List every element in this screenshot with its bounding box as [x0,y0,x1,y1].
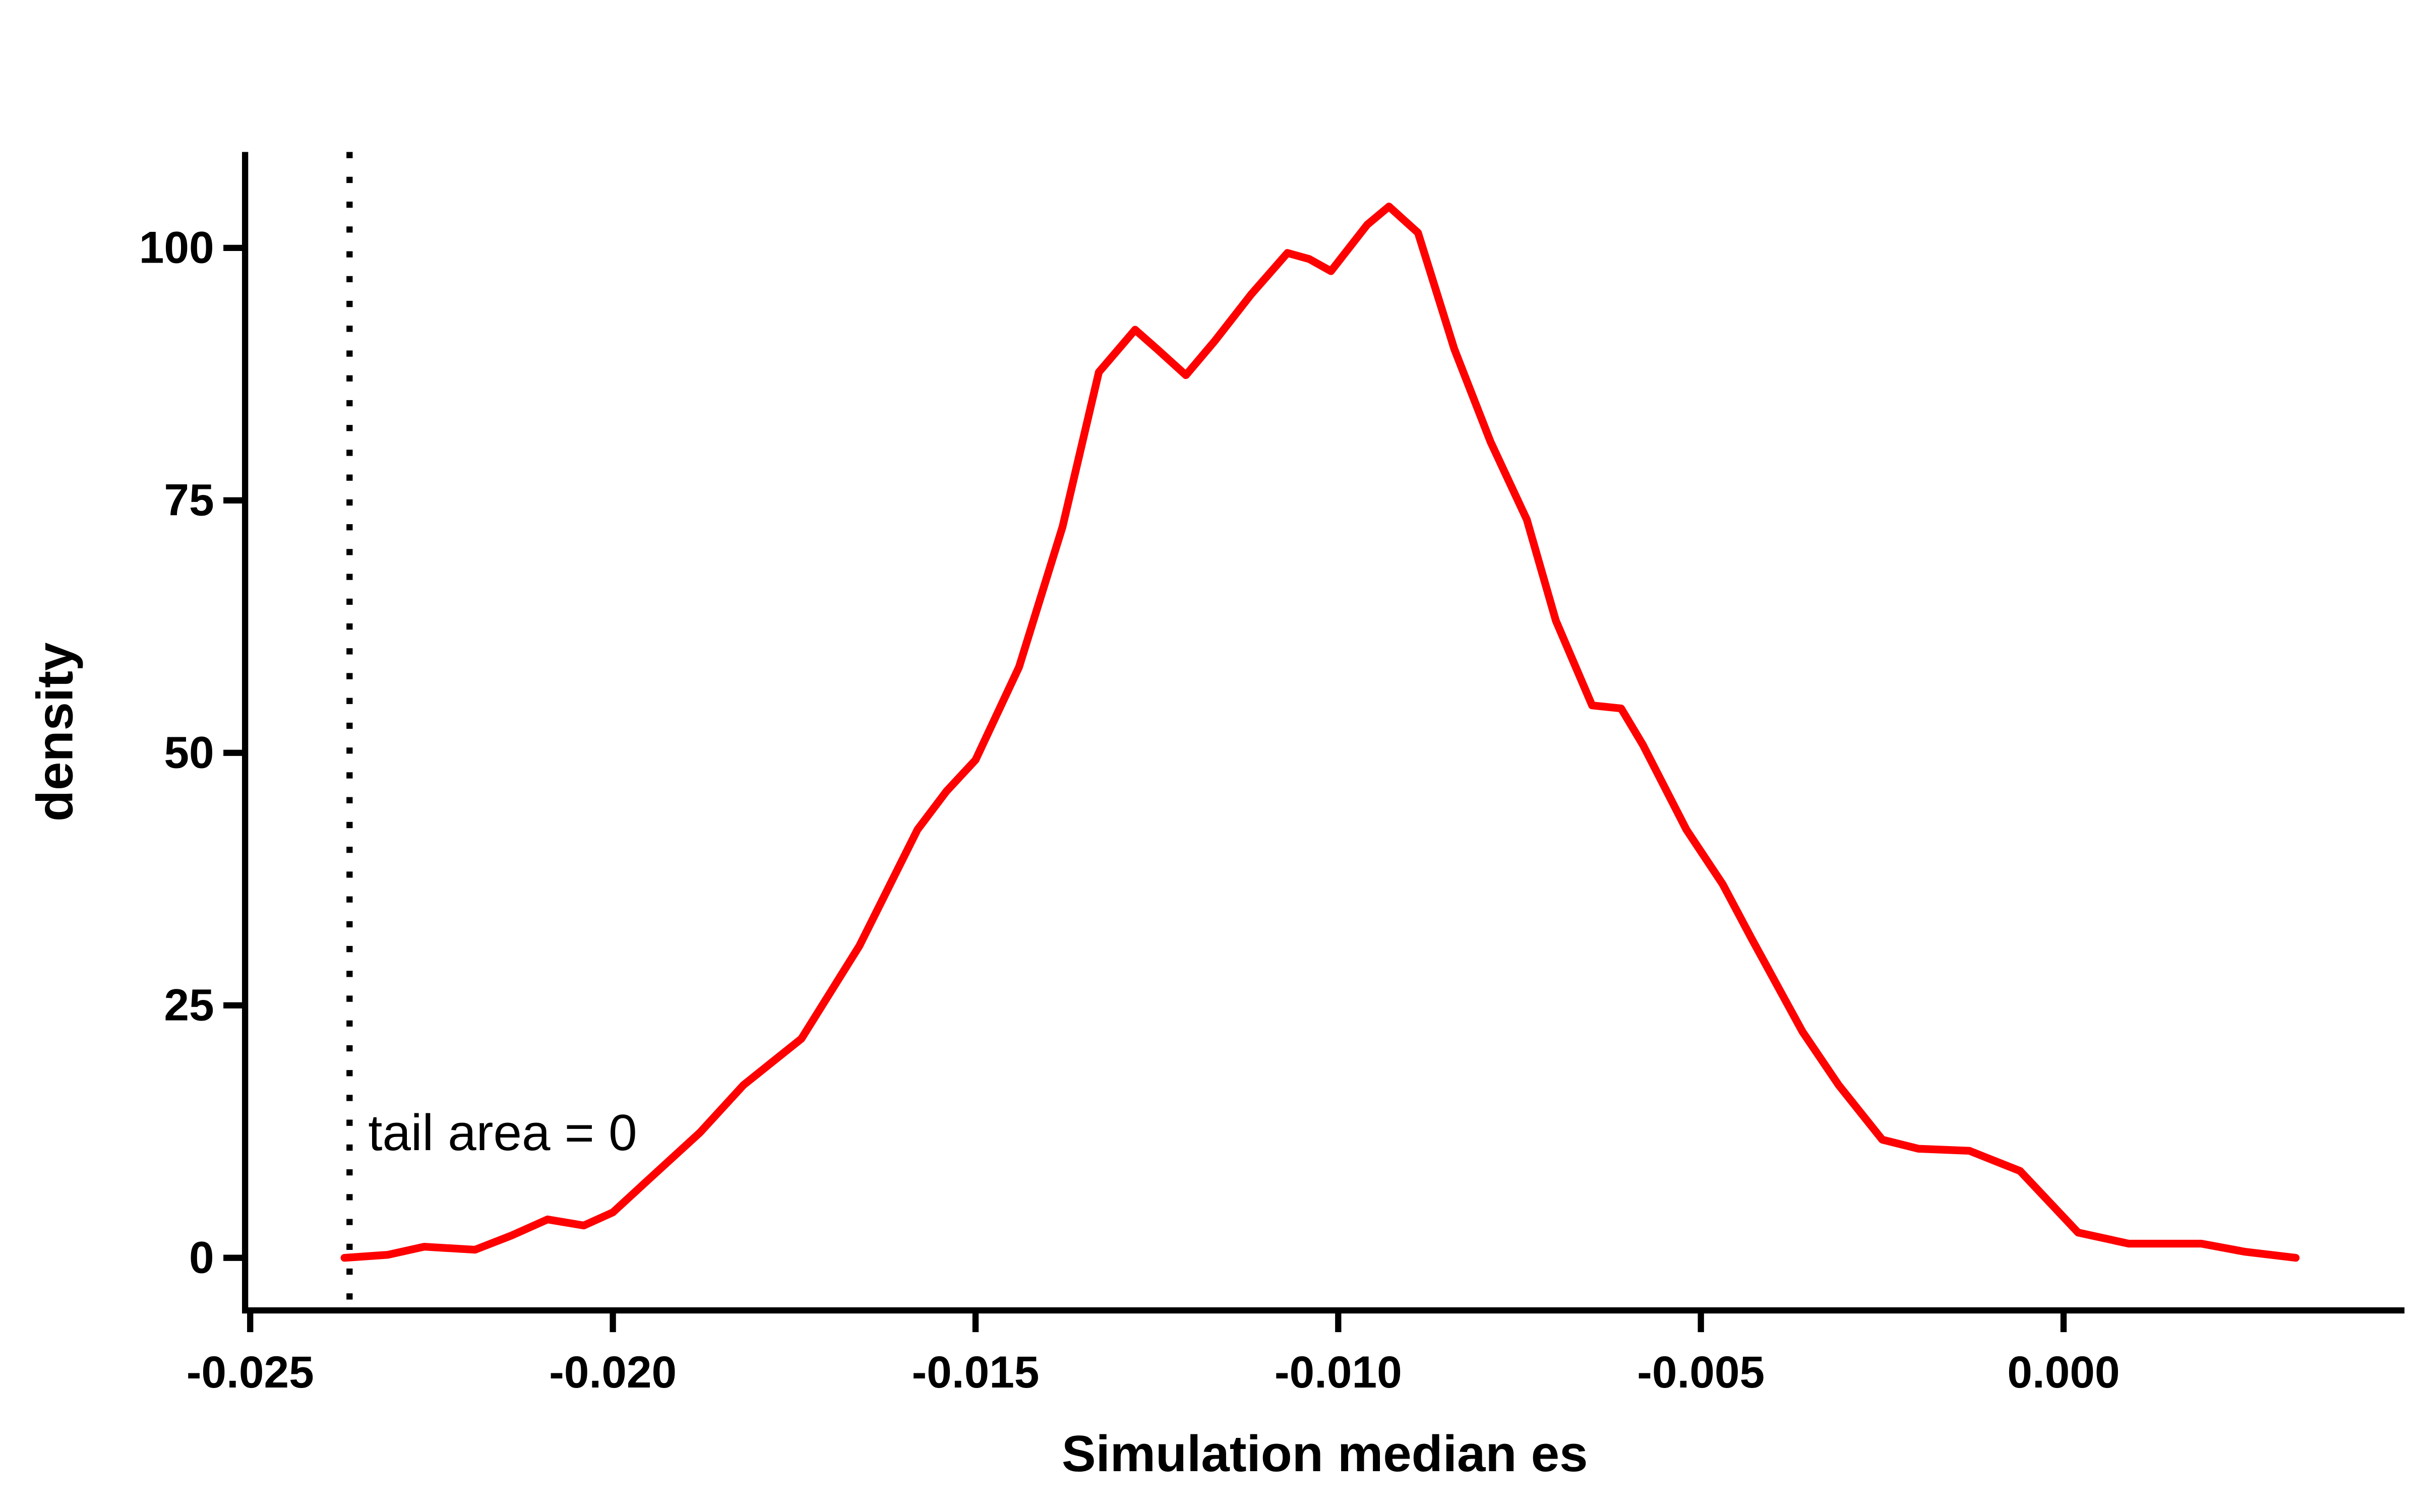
x-axis-title: Simulation median es [1062,1425,1588,1482]
y-tick-label: 75 [164,475,214,525]
x-tick-label: 0.000 [2007,1347,2120,1397]
annotation: tail area = 0 [368,1104,637,1161]
density-line [340,203,2300,1262]
y-tick-label: 0 [189,1232,214,1282]
x-tick-label: -0.010 [1275,1347,1402,1397]
y-axis-title: density [26,643,84,822]
y-tick-label: 100 [139,222,214,273]
x-tick-label: -0.020 [549,1347,677,1397]
y-tick-label: 50 [164,727,214,778]
x-tick-label: -0.005 [1637,1347,1765,1397]
x-tick-label: -0.025 [187,1347,314,1397]
x-tick-label: -0.015 [912,1347,1039,1397]
y-tick-label: 25 [164,979,214,1030]
